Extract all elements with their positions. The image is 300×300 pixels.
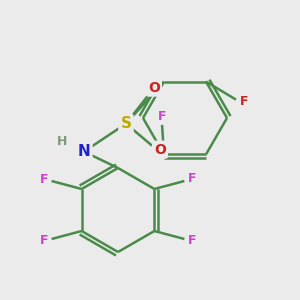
Text: F: F xyxy=(39,172,48,185)
Text: F: F xyxy=(240,95,248,108)
Text: N: N xyxy=(78,144,90,159)
Text: F: F xyxy=(39,235,48,248)
Text: O: O xyxy=(154,142,166,157)
Text: H: H xyxy=(57,135,67,148)
Text: F: F xyxy=(158,110,166,123)
Text: S: S xyxy=(121,116,131,131)
Text: O: O xyxy=(148,81,160,94)
Text: F: F xyxy=(188,172,196,185)
Text: F: F xyxy=(188,235,196,248)
